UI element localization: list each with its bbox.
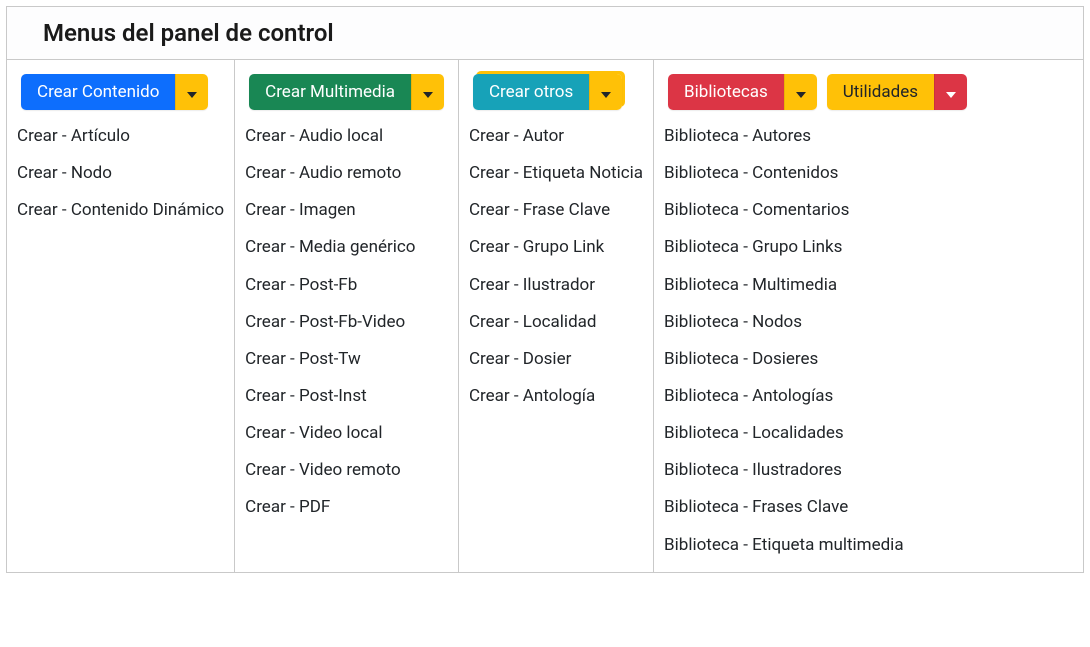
button-row-bibliotecas: Bibliotecas Utilidades bbox=[662, 70, 1075, 120]
list-bibliotecas: Biblioteca - Autores Biblioteca - Conten… bbox=[662, 120, 1075, 562]
chevron-down-icon bbox=[946, 83, 956, 102]
list-item[interactable]: Crear - Frase Clave bbox=[469, 194, 643, 227]
list-item[interactable]: Biblioteca - Multimedia bbox=[664, 269, 1073, 302]
crear-multimedia-button[interactable]: Crear Multimedia bbox=[249, 74, 444, 110]
chevron-down-icon bbox=[187, 83, 197, 102]
button-row-contenido: Crear Contenido bbox=[15, 70, 226, 120]
list-item[interactable]: Biblioteca - Grupo Links bbox=[664, 231, 1073, 264]
column-bibliotecas: Bibliotecas Utilidades bbox=[654, 60, 1083, 572]
button-row-otros: Crear otros bbox=[467, 70, 645, 120]
column-multimedia: Crear Multimedia Crear - Audio local Cre… bbox=[235, 60, 459, 572]
list-item[interactable]: Biblioteca - Dosieres bbox=[664, 343, 1073, 376]
columns-container: Crear Contenido Crear - Artículo Crear -… bbox=[7, 60, 1083, 572]
utilidades-button[interactable]: Utilidades bbox=[827, 74, 967, 110]
list-item[interactable]: Crear - Audio remoto bbox=[245, 157, 448, 190]
column-otros: Crear otros Crear - Autor Crear - Etique… bbox=[459, 60, 654, 572]
list-otros: Crear - Autor Crear - Etiqueta Noticia C… bbox=[467, 120, 645, 413]
crear-otros-dropdown[interactable] bbox=[589, 74, 622, 110]
list-item[interactable]: Crear - Post-Tw bbox=[245, 343, 448, 376]
crear-otros-label[interactable]: Crear otros bbox=[473, 74, 589, 110]
list-item[interactable]: Crear - Video remoto bbox=[245, 454, 448, 487]
chevron-down-icon bbox=[601, 83, 611, 102]
list-contenido: Crear - Artículo Crear - Nodo Crear - Co… bbox=[15, 120, 226, 227]
utilidades-label[interactable]: Utilidades bbox=[827, 74, 934, 110]
list-item[interactable]: Crear - PDF bbox=[245, 491, 448, 524]
list-item[interactable]: Crear - Imagen bbox=[245, 194, 448, 227]
list-item[interactable]: Biblioteca - Comentarios bbox=[664, 194, 1073, 227]
list-item[interactable]: Crear - Contenido Dinámico bbox=[17, 194, 224, 227]
control-panel-menus: Menus del panel de control Crear Conteni… bbox=[6, 6, 1084, 573]
list-item[interactable]: Biblioteca - Localidades bbox=[664, 417, 1073, 450]
utilidades-dropdown[interactable] bbox=[934, 74, 967, 110]
list-item[interactable]: Crear - Ilustrador bbox=[469, 269, 643, 302]
chevron-down-icon bbox=[796, 83, 806, 102]
bibliotecas-label[interactable]: Bibliotecas bbox=[668, 74, 784, 110]
list-item[interactable]: Crear - Post-Fb-Video bbox=[245, 306, 448, 339]
list-item[interactable]: Crear - Autor bbox=[469, 120, 643, 153]
crear-otros-button[interactable]: Crear otros bbox=[473, 74, 622, 110]
list-item[interactable]: Crear - Audio local bbox=[245, 120, 448, 153]
bibliotecas-dropdown[interactable] bbox=[784, 74, 817, 110]
crear-multimedia-dropdown[interactable] bbox=[411, 74, 444, 110]
list-item[interactable]: Crear - Antología bbox=[469, 380, 643, 413]
bibliotecas-button[interactable]: Bibliotecas bbox=[668, 74, 817, 110]
list-item[interactable]: Biblioteca - Contenidos bbox=[664, 157, 1073, 190]
list-item[interactable]: Crear - Etiqueta Noticia bbox=[469, 157, 643, 190]
crear-otros-wrap: Crear otros bbox=[473, 74, 622, 110]
list-item[interactable]: Biblioteca - Frases Clave bbox=[664, 491, 1073, 524]
list-item[interactable]: Crear - Post-Inst bbox=[245, 380, 448, 413]
list-item[interactable]: Crear - Artículo bbox=[17, 120, 224, 153]
column-contenido: Crear Contenido Crear - Artículo Crear -… bbox=[7, 60, 235, 572]
list-item[interactable]: Crear - Dosier bbox=[469, 343, 643, 376]
button-row-multimedia: Crear Multimedia bbox=[243, 70, 450, 120]
list-item[interactable]: Biblioteca - Etiqueta multimedia bbox=[664, 529, 1073, 562]
chevron-down-icon bbox=[423, 83, 433, 102]
list-item[interactable]: Crear - Video local bbox=[245, 417, 448, 450]
list-item[interactable]: Biblioteca - Antologías bbox=[664, 380, 1073, 413]
panel-header: Menus del panel de control bbox=[7, 7, 1083, 60]
list-item[interactable]: Crear - Post-Fb bbox=[245, 269, 448, 302]
crear-contenido-button[interactable]: Crear Contenido bbox=[21, 74, 208, 110]
list-item[interactable]: Biblioteca - Ilustradores bbox=[664, 454, 1073, 487]
list-item[interactable]: Biblioteca - Autores bbox=[664, 120, 1073, 153]
list-item[interactable]: Crear - Localidad bbox=[469, 306, 643, 339]
crear-contenido-label[interactable]: Crear Contenido bbox=[21, 74, 175, 110]
list-multimedia: Crear - Audio local Crear - Audio remoto… bbox=[243, 120, 450, 525]
crear-multimedia-label[interactable]: Crear Multimedia bbox=[249, 74, 411, 110]
panel-title: Menus del panel de control bbox=[43, 19, 1059, 47]
crear-contenido-dropdown[interactable] bbox=[175, 74, 208, 110]
list-item[interactable]: Crear - Nodo bbox=[17, 157, 224, 190]
list-item[interactable]: Crear - Media genérico bbox=[245, 231, 448, 264]
list-item[interactable]: Crear - Grupo Link bbox=[469, 231, 643, 264]
list-item[interactable]: Biblioteca - Nodos bbox=[664, 306, 1073, 339]
